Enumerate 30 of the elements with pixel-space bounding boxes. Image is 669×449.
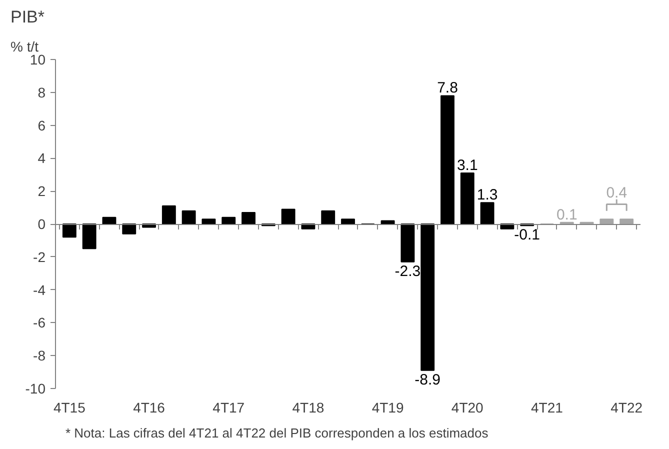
y-tick-label: 0 (38, 216, 46, 232)
x-tick-label: 4T21 (531, 400, 564, 416)
y-tick-label: 6 (38, 117, 46, 134)
x-tick-label: 4T18 (292, 400, 324, 416)
y-tick-label: 10 (30, 52, 46, 68)
data-label: 0.1 (556, 206, 578, 224)
y-tick-label: -4 (33, 282, 46, 298)
y-tick-label: 2 (38, 183, 46, 200)
data-label: -2.3 (394, 262, 421, 280)
y-tick-label: 8 (38, 84, 46, 100)
y-tick-label: -8 (33, 348, 46, 364)
data-label: 1.3 (476, 186, 498, 204)
data-label: 7.8 (437, 80, 458, 97)
data-label: -8.9 (414, 371, 441, 388)
chart-title: PIB* (10, 8, 45, 26)
chart-subtitle: % t/t (10, 38, 39, 54)
text: * Nota: Las cifras del 4T21 al 4T22 del PIB corresponden a los estimados (66, 426, 489, 440)
y-tick-label: -10 (25, 380, 46, 396)
y-tick-label: 4 (38, 150, 46, 166)
x-tick-label: 4T22 (610, 400, 643, 416)
x-tick-label: 4T16 (133, 400, 166, 416)
x-tick-label: 4T19 (372, 400, 404, 416)
data-label: 3.1 (456, 157, 478, 174)
x-tick-label: 4T15 (53, 400, 86, 416)
x-tick-label: 4T17 (212, 400, 245, 416)
data-label: -0.1 (514, 226, 540, 244)
annotation: 0.4 (606, 184, 628, 202)
y-tick-label: -6 (33, 314, 46, 331)
y-tick-label: -2 (33, 248, 46, 265)
x-tick-label: 4T20 (451, 400, 484, 416)
